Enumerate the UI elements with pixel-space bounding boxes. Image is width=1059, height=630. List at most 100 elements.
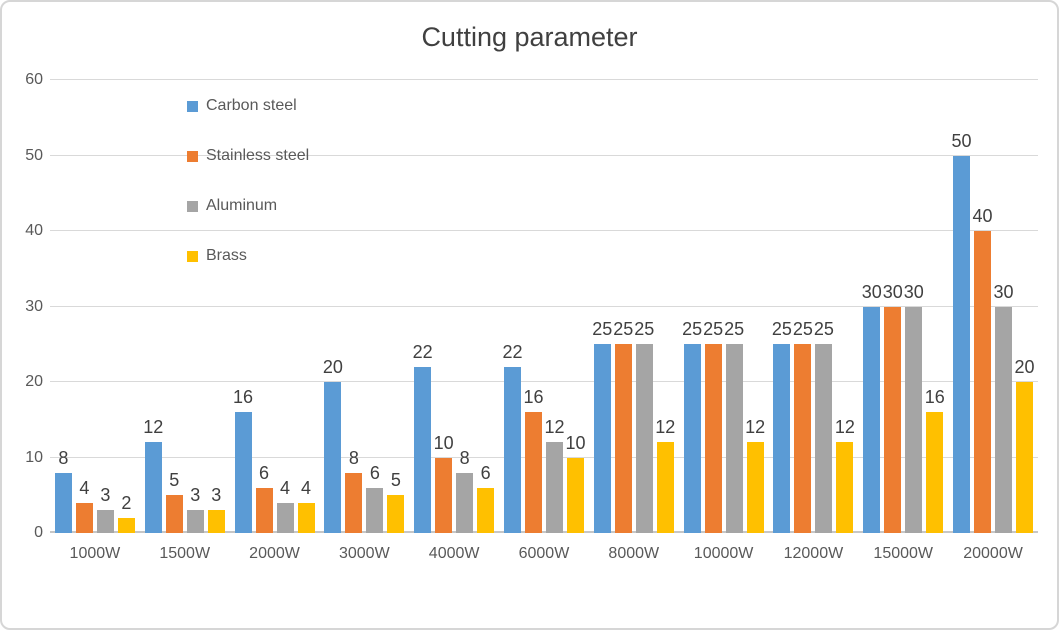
bar-stainless-steel-15000W[interactable]: 30 (883, 282, 903, 533)
legend-item-brass[interactable]: Brass (187, 245, 309, 267)
bar-stainless-steel-8000W[interactable]: 25 (613, 319, 633, 533)
legend-item-stainless-steel[interactable]: Stainless steel (187, 145, 309, 167)
bar-stainless-steel-3000W[interactable]: 8 (345, 448, 363, 533)
data-label: 2 (121, 492, 132, 513)
bar-group-1500W: 12 5 3 3 (140, 80, 230, 533)
x-axis-labels: 1000W 1500W 2000W 3000W 4000W 6000W 8000W 10000… (50, 545, 1038, 563)
data-label: 3 (211, 485, 222, 506)
bar-stainless-steel-2000W[interactable]: 6 (255, 463, 273, 533)
bar-brass-12000W[interactable]: 12 (835, 417, 855, 533)
data-label: 25 (634, 319, 655, 340)
data-label: 12 (143, 417, 164, 438)
data-label: 16 (233, 387, 254, 408)
bar-group-8000W: 25 25 25 12 (589, 80, 679, 533)
gridline-y-60 (50, 79, 1038, 80)
bar-brass-2000W[interactable]: 4 (297, 478, 315, 533)
data-label: 25 (703, 319, 724, 340)
bar-stainless-steel-4000W[interactable]: 10 (434, 433, 454, 533)
data-label: 25 (792, 319, 813, 340)
data-label: 20 (322, 357, 343, 377)
y-tick-label: 60 (25, 71, 43, 88)
data-label: 25 (771, 319, 792, 340)
bar-aluminum-3000W[interactable]: 6 (366, 463, 384, 533)
bar-stainless-steel-1500W[interactable]: 5 (165, 470, 183, 533)
x-tick-label-1000W: 1000W (69, 545, 121, 562)
chart-title: Cutting parameter (421, 22, 638, 52)
legend-swatch-icon (187, 200, 198, 212)
bar-brass-15000W[interactable]: 16 (925, 387, 945, 533)
data-label: 30 (993, 281, 1014, 302)
legend-label: Stainless steel (206, 147, 310, 164)
data-label: 4 (280, 477, 291, 498)
bar-brass-3000W[interactable]: 5 (387, 470, 405, 533)
bar-aluminum-10000W[interactable]: 25 (724, 319, 744, 533)
bar-stainless-steel-20000W[interactable]: 40 (973, 206, 993, 533)
data-label: 25 (613, 319, 634, 340)
bar-brass-6000W[interactable]: 10 (565, 433, 585, 533)
bar-stainless-steel-12000W[interactable]: 25 (793, 319, 813, 533)
data-label: 4 (301, 477, 312, 498)
gridline-y-10 (50, 456, 1038, 458)
legend-item-carbon-steel[interactable]: Carbon steel (187, 95, 309, 117)
bar-aluminum-1500W[interactable]: 3 (186, 485, 204, 533)
bar-aluminum-2000W[interactable]: 4 (276, 478, 294, 533)
bar-carbon-steel-10000W[interactable]: 25 (682, 319, 702, 533)
plot-area: 8 4 3 2 12 5 3 3 16 6 4 4 20 8 6 5 22 10 8 6 22 16 12 10 25 25 25 1… (50, 79, 1038, 562)
data-label: 50 (951, 130, 972, 151)
x-tick-label-2000W: 2000W (249, 545, 300, 562)
bar-carbon-steel-3000W[interactable]: 20 (323, 357, 343, 533)
x-tick-label-3000W: 3000W (338, 545, 390, 562)
bar-stainless-steel-1000W[interactable]: 4 (75, 478, 93, 533)
bar-carbon-steel-15000W[interactable]: 30 (862, 282, 882, 533)
data-label: 25 (813, 319, 834, 340)
bar-aluminum-20000W[interactable]: 30 (994, 282, 1014, 533)
bar-aluminum-8000W[interactable]: 25 (634, 319, 654, 533)
bar-stainless-steel-10000W[interactable]: 25 (703, 319, 723, 533)
data-label: 40 (972, 206, 993, 226)
bar-carbon-steel-20000W[interactable]: 50 (952, 131, 972, 533)
chart-legend: Carbon steel Stainless steel Aluminum Brass (187, 95, 309, 295)
x-tick-label-1500W: 1500W (159, 545, 211, 562)
data-label: 6 (480, 462, 491, 483)
bar-carbon-steel-4000W[interactable]: 22 (413, 342, 433, 533)
bar-brass-4000W[interactable]: 6 (477, 463, 495, 533)
data-label: 20 (1014, 357, 1035, 377)
bar-carbon-steel-6000W[interactable]: 22 (502, 342, 522, 533)
data-label: 4 (79, 477, 90, 498)
bar-aluminum-15000W[interactable]: 30 (904, 282, 924, 533)
legend-item-aluminum[interactable]: Aluminum (187, 195, 309, 217)
bar-group-15000W: 30 30 30 16 (858, 80, 948, 533)
bar-brass-1000W[interactable]: 2 (117, 493, 135, 533)
bar-carbon-steel-12000W[interactable]: 25 (772, 319, 792, 533)
bar-aluminum-4000W[interactable]: 8 (456, 448, 474, 533)
data-label: 25 (724, 319, 745, 340)
data-label: 12 (544, 417, 565, 438)
bar-group-3000W: 20 8 6 5 (319, 80, 409, 533)
y-tick-label: 50 (25, 146, 43, 164)
x-tick-label-6000W: 6000W (518, 545, 570, 562)
bar-aluminum-12000W[interactable]: 25 (814, 319, 834, 533)
y-axis-labels: 0 10 20 30 40 50 60 (2, 71, 43, 541)
y-tick-label: 0 (34, 524, 43, 541)
data-label: 25 (592, 319, 613, 340)
legend-swatch-icon (187, 100, 198, 112)
bar-brass-10000W[interactable]: 12 (745, 417, 765, 533)
data-label: 12 (745, 417, 766, 438)
bar-brass-1500W[interactable]: 3 (207, 485, 225, 533)
bar-carbon-steel-1000W[interactable]: 8 (54, 448, 72, 533)
bar-carbon-steel-8000W[interactable]: 25 (592, 319, 612, 533)
bar-stainless-steel-6000W[interactable]: 16 (523, 387, 543, 533)
bar-brass-8000W[interactable]: 12 (655, 417, 675, 533)
bar-carbon-steel-2000W[interactable]: 16 (233, 387, 253, 533)
data-label: 12 (655, 417, 676, 438)
data-label: 10 (433, 432, 454, 453)
x-tick-label-15000W: 15000W (873, 545, 934, 562)
bar-aluminum-1000W[interactable]: 3 (96, 485, 114, 533)
data-label: 30 (903, 281, 924, 302)
bar-carbon-steel-1500W[interactable]: 12 (143, 417, 163, 533)
bar-aluminum-6000W[interactable]: 12 (544, 417, 564, 533)
bar-brass-20000W[interactable]: 20 (1015, 357, 1035, 533)
bars-container: 8 4 3 2 12 5 3 3 16 6 4 4 20 8 6 5 22 10 8 6 22 16 12 10 25 25 25 1… (50, 80, 1038, 533)
